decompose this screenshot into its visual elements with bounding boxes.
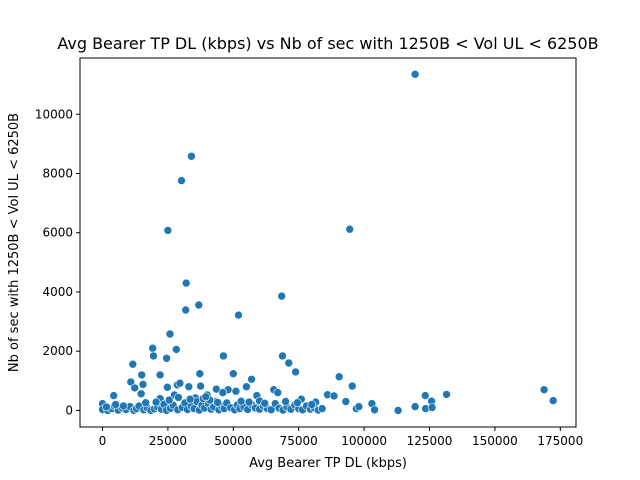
y-tick-label: 4000: [42, 285, 73, 299]
x-tick-label: 75000: [280, 434, 318, 448]
data-point: [242, 382, 251, 392]
data-point: [177, 176, 186, 185]
data-point: [184, 382, 194, 392]
data-point: [149, 351, 158, 361]
data-point: [231, 386, 241, 396]
y-tick-label: 6000: [42, 226, 73, 240]
data-point: [354, 402, 364, 411]
x-axis: 0 25000 50000 75000 100000 125000 150000 175000: [99, 427, 583, 448]
data-point: [345, 224, 355, 234]
data-point: [126, 377, 136, 387]
data-point: [247, 374, 256, 384]
x-tick-label: 50000: [214, 434, 252, 448]
data-point: [229, 369, 238, 379]
data-point: [181, 278, 191, 288]
data-point: [420, 391, 430, 400]
x-tick-label: 175000: [537, 434, 583, 448]
data-point: [234, 310, 243, 320]
data-point: [109, 391, 118, 400]
data-point: [427, 403, 437, 412]
data-point: [347, 381, 357, 391]
data-point: [130, 383, 139, 393]
data-point: [334, 372, 344, 382]
data-point: [218, 388, 228, 397]
data-point: [442, 390, 451, 399]
data-point: [185, 394, 195, 404]
data-point: [141, 398, 150, 408]
chart-title: Avg Bearer TP DL (kbps) vs Nb of sec wit…: [57, 34, 598, 53]
y-axis: 0 2000 4000 6000 8000 10000: [35, 107, 80, 417]
data-point: [213, 398, 222, 407]
plot-frame: [79, 57, 577, 428]
data-point: [136, 389, 146, 399]
data-point: [278, 351, 287, 361]
data-point: [163, 382, 172, 392]
x-tick-label: 0: [99, 434, 107, 448]
x-tick-label: 125000: [407, 434, 453, 448]
data-point: [195, 369, 205, 379]
data-point: [162, 353, 171, 363]
data-point: [187, 152, 196, 161]
data-point: [410, 70, 420, 79]
y-axis-label: Nb of sec with 1250B < Vol UL < 6250B: [7, 113, 22, 372]
data-point: [119, 401, 128, 411]
x-axis-label: Avg Bearer TP DL (kbps): [249, 456, 407, 471]
data-point: [172, 345, 181, 354]
data-point: [137, 370, 146, 380]
x-tick-label: 150000: [472, 434, 518, 448]
data-point: [151, 397, 161, 407]
data-point: [317, 404, 327, 413]
data-point: [410, 402, 420, 411]
y-tick-label: 2000: [42, 344, 73, 358]
data-point: [102, 402, 111, 412]
data-point: [370, 405, 379, 415]
data-point: [244, 397, 254, 407]
points-layer: [98, 70, 558, 415]
data-point: [212, 384, 221, 394]
data-point: [165, 329, 175, 339]
data-point: [111, 400, 120, 409]
data-point: [393, 406, 403, 415]
data-point: [175, 378, 185, 388]
data-point: [155, 370, 165, 380]
data-point: [148, 343, 157, 353]
data-point: [128, 359, 138, 369]
data-point: [539, 385, 549, 395]
x-tick-label: 25000: [149, 434, 187, 448]
data-point: [341, 397, 351, 406]
data-point: [164, 395, 174, 405]
data-point: [273, 388, 283, 397]
x-tick-label: 100000: [341, 434, 387, 448]
data-point: [163, 226, 173, 235]
y-tick-label: 8000: [42, 166, 73, 180]
data-point: [291, 367, 300, 377]
data-point: [293, 398, 302, 408]
data-point: [138, 380, 148, 389]
data-point: [219, 351, 228, 361]
data-point: [194, 300, 204, 310]
data-point: [201, 392, 211, 402]
data-point: [174, 393, 183, 402]
data-point: [196, 381, 205, 391]
data-point: [284, 358, 294, 368]
y-tick-label: 10000: [35, 107, 73, 121]
data-point: [548, 396, 558, 405]
data-point: [281, 397, 290, 406]
data-point: [329, 391, 339, 401]
data-point: [307, 400, 317, 409]
data-point: [260, 398, 270, 408]
data-point: [236, 396, 246, 406]
y-tick-label: 0: [65, 403, 73, 417]
data-point: [277, 291, 287, 301]
data-point: [181, 305, 190, 315]
